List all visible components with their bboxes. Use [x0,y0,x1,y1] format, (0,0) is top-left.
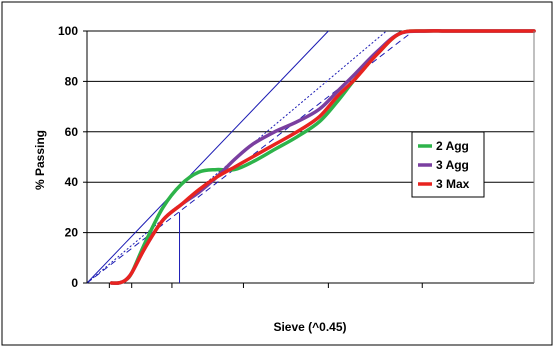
y-tick-label: 100 [58,24,78,38]
y-tick-label: 0 [71,276,78,290]
legend: 2 Agg 3 Agg 3 Max [411,131,485,198]
y-tick-label: 80 [65,74,79,88]
y-tick-label: 60 [65,125,79,139]
legend-items: 2 Agg 3 Agg 3 Max [418,139,470,191]
legend-label: 3 Agg [436,158,469,172]
legend-label: 3 Max [436,177,470,191]
series-line-3 [109,29,536,285]
y-tick-label: 40 [65,175,79,189]
reference-line [86,30,329,284]
series-layer [109,29,536,285]
y-tick-label: 20 [65,226,79,240]
reference-line [86,30,387,284]
x-axis-title: Sieve (^0.45) [273,320,346,334]
axis-layer: 0 20 40 60 80 100 [58,24,535,290]
legend-label: 2 Agg [436,139,469,153]
y-axis-title: % Passing [33,130,47,190]
